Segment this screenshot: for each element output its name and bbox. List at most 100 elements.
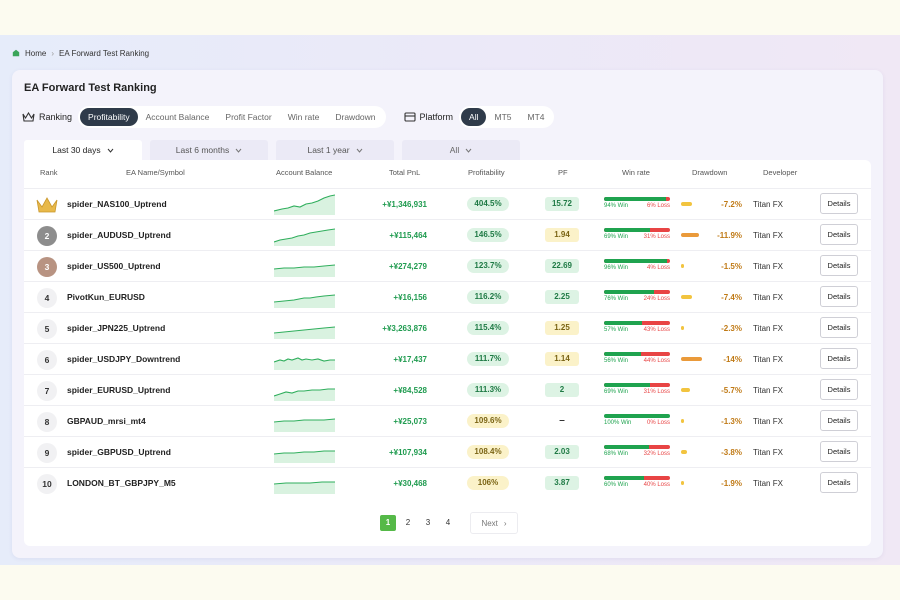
tab-account-balance[interactable]: Account Balance xyxy=(145,112,210,122)
total-pnl: +¥107,934 xyxy=(388,448,427,457)
period-label: Last 1 year xyxy=(307,145,350,155)
developer: Titan FX xyxy=(753,231,783,240)
ea-name[interactable]: spider_JPN225_Uptrend xyxy=(67,323,166,333)
drawdown-value: -1.9% xyxy=(721,479,742,488)
rank-number: 5 xyxy=(44,324,50,334)
profitability-badge: 146.5% xyxy=(467,228,509,242)
pf-badge: 3.87 xyxy=(545,476,579,490)
drawdown-bar xyxy=(681,388,690,392)
details-button[interactable]: Details xyxy=(820,348,858,369)
tab-win-rate[interactable]: Win rate xyxy=(287,112,320,122)
drawdown-bar xyxy=(681,264,684,268)
drawdown-bar xyxy=(681,419,684,423)
ranking-label-text: Ranking xyxy=(39,112,73,122)
breadcrumb-home[interactable]: Home xyxy=(25,48,47,58)
developer: Titan FX xyxy=(753,262,783,271)
rank-badge: 3 xyxy=(37,257,57,277)
ea-name[interactable]: spider_USDJPY_Downtrend xyxy=(67,354,181,364)
ea-name[interactable]: spider_AUDUSD_Uptrend xyxy=(67,230,171,240)
period-all[interactable]: All xyxy=(402,140,520,160)
drawdown-bar xyxy=(681,450,687,454)
profitability-badge: 116.2% xyxy=(467,290,509,304)
chevron-right-icon: › xyxy=(51,48,55,58)
win-rate-bar xyxy=(604,383,670,387)
drawdown-value: -1.3% xyxy=(721,417,742,426)
tab-profitability[interactable]: Profitability xyxy=(80,108,138,126)
total-pnl: +¥16,156 xyxy=(393,293,427,302)
rank-badge: 9 xyxy=(37,443,57,463)
profitability-badge: 404.5% xyxy=(467,197,509,211)
drawdown-bar xyxy=(681,357,702,361)
ea-name[interactable]: spider_NAS100_Uptrend xyxy=(67,199,167,209)
period-last-1-year[interactable]: Last 1 year xyxy=(276,140,394,160)
col-rank: Rank xyxy=(40,168,58,177)
breadcrumb: Home › EA Forward Test Ranking xyxy=(12,46,149,60)
page-1-button[interactable]: 1 xyxy=(380,515,396,531)
win-rate: 76% Win 24% Loss xyxy=(604,290,670,302)
page-3-button[interactable]: 3 xyxy=(425,518,431,527)
account-balance-sparkline xyxy=(274,326,335,339)
ea-name[interactable]: spider_GBPUSD_Uptrend xyxy=(67,447,171,457)
tab-drawdown[interactable]: Drawdown xyxy=(335,112,376,122)
platform-label: Platform xyxy=(403,112,453,122)
period-tabs: Last 30 days Last 6 months Last 1 year A… xyxy=(24,140,520,160)
next-page-button[interactable]: Next › xyxy=(470,512,518,534)
col-developer: Developer xyxy=(763,168,798,177)
table-header: Rank EA Name/Symbol Account Balance Tota… xyxy=(24,168,871,182)
gold-crown-icon xyxy=(36,197,58,213)
drawdown-bar xyxy=(681,326,684,330)
platform-icon xyxy=(403,112,416,122)
drawdown-bar xyxy=(681,202,692,206)
win-label: 60% Win xyxy=(604,482,629,488)
profitability-badge: 108.4% xyxy=(467,445,509,459)
details-button[interactable]: Details xyxy=(820,224,858,245)
ea-name[interactable]: spider_EURUSD_Uptrend xyxy=(67,385,171,395)
rank-number: 8 xyxy=(44,417,50,427)
rank-number: 7 xyxy=(44,386,50,396)
win-label: 68% Win xyxy=(604,451,629,457)
tab-platform-all[interactable]: All xyxy=(461,108,487,126)
details-button[interactable]: Details xyxy=(820,193,858,214)
ea-name[interactable]: spider_US500_Uptrend xyxy=(67,261,161,271)
ea-name[interactable]: PivotKun_EURUSD xyxy=(67,292,145,302)
rank-badge: 10 xyxy=(37,474,57,494)
loss-label: 31% Loss xyxy=(643,389,670,395)
win-rate-bar xyxy=(604,445,670,449)
loss-label: 32% Loss xyxy=(643,451,670,457)
loss-label: 24% Loss xyxy=(643,296,670,302)
period-last-6-months[interactable]: Last 6 months xyxy=(150,140,268,160)
table-row: 1 spider_NAS100_Uptrend +¥1,346,931 404.… xyxy=(24,188,871,219)
tab-platform-mt5[interactable]: MT5 xyxy=(494,112,512,122)
ea-name[interactable]: GBPAUD_mrsi_mt4 xyxy=(67,416,146,426)
developer: Titan FX xyxy=(753,386,783,395)
developer: Titan FX xyxy=(753,448,783,457)
tab-platform-mt4[interactable]: MT4 xyxy=(527,112,545,122)
loss-label: 6% Loss xyxy=(646,203,670,209)
win-rate: 100% Win 0% Loss xyxy=(604,414,670,426)
drawdown-value: -1.5% xyxy=(721,262,742,271)
pf-badge: 2.03 xyxy=(545,445,579,459)
account-balance-sparkline xyxy=(274,450,335,463)
details-button[interactable]: Details xyxy=(820,255,858,276)
col-pf: PF xyxy=(558,168,568,177)
profitability-badge: 109.6% xyxy=(467,414,509,428)
details-button[interactable]: Details xyxy=(820,379,858,400)
page-4-button[interactable]: 4 xyxy=(445,518,451,527)
win-rate: 96% Win 4% Loss xyxy=(604,259,670,271)
loss-label: 40% Loss xyxy=(643,482,670,488)
details-button[interactable]: Details xyxy=(820,410,858,431)
tab-profit-factor[interactable]: Profit Factor xyxy=(225,112,272,122)
account-balance-sparkline xyxy=(274,294,335,308)
developer: Titan FX xyxy=(753,200,783,209)
details-button[interactable]: Details xyxy=(820,472,858,493)
details-button[interactable]: Details xyxy=(820,441,858,462)
win-rate-bar xyxy=(604,414,670,418)
ea-name[interactable]: LONDON_BT_GBPJPY_M5 xyxy=(67,478,176,488)
period-last-30-days[interactable]: Last 30 days xyxy=(24,140,142,160)
total-pnl: +¥17,437 xyxy=(393,355,427,364)
account-balance-sparkline xyxy=(274,194,335,215)
details-button[interactable]: Details xyxy=(820,317,858,338)
page-2-button[interactable]: 2 xyxy=(405,518,411,527)
pf-badge: 1.94 xyxy=(545,228,579,242)
details-button[interactable]: Details xyxy=(820,286,858,307)
